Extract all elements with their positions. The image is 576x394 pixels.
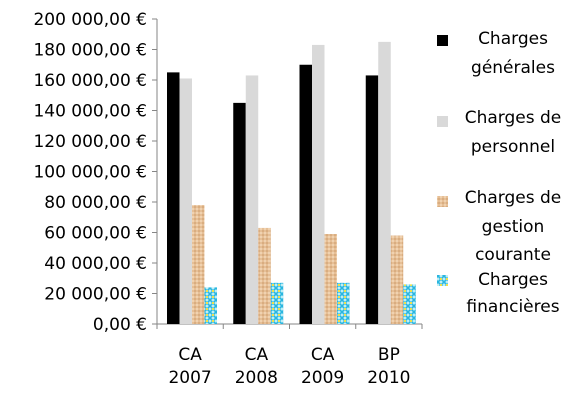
bar [167, 72, 180, 324]
legend-label: Charges [478, 270, 548, 290]
legend-label: gestion [482, 217, 545, 237]
y-tick-label: 40 000,00 € [44, 254, 147, 274]
bar [192, 205, 205, 324]
y-tick-label: 180 000,00 € [33, 41, 147, 61]
bar [204, 287, 217, 324]
legend-swatch [437, 116, 448, 127]
legend-label: Charges de [465, 108, 562, 128]
legend-label: Charges [478, 29, 548, 49]
x-category-label: CA [178, 345, 202, 365]
bars [167, 41, 416, 325]
legend-label: courante [475, 245, 551, 265]
x-category-label: 2008 [235, 368, 278, 388]
y-tick-label: 140 000,00 € [33, 102, 147, 122]
bar [245, 75, 259, 324]
bar [403, 284, 416, 324]
y-tick-label: 0,00 € [93, 315, 147, 335]
bar [337, 282, 350, 324]
bar [324, 234, 337, 324]
bar [233, 102, 246, 324]
legend-label: personnel [471, 137, 555, 157]
bar [270, 282, 284, 324]
x-category-label: CA [245, 345, 269, 365]
bar [258, 227, 271, 324]
x-category-label: BP [378, 345, 400, 365]
legend: Charges générales Charges de personnel Charg… [437, 29, 561, 317]
y-tick-label: 80 000,00 € [44, 193, 147, 213]
x-category-label: 2010 [367, 368, 410, 388]
y-tick-label: 100 000,00 € [33, 163, 147, 183]
legend-label: financières [466, 297, 559, 317]
x-category-label: 2009 [301, 368, 344, 388]
bar [390, 235, 404, 324]
legend-swatch [437, 196, 448, 207]
bar [312, 44, 325, 325]
x-category-label: 2007 [168, 368, 211, 388]
y-tick-label: 60 000,00 € [44, 224, 147, 244]
bar [179, 78, 192, 324]
bar [299, 64, 312, 324]
y-tick-label: 200 000,00 € [33, 10, 147, 30]
bar [378, 41, 391, 324]
bar [365, 75, 379, 324]
legend-swatch [437, 275, 448, 286]
x-category-labels: CA 2007 CA 2008 CA 2009 BP 2010 [168, 345, 410, 388]
y-tick-label: 160 000,00 € [33, 71, 147, 91]
legend-label: Charges de [465, 188, 562, 208]
legend-swatch [437, 35, 448, 46]
x-category-label: CA [311, 345, 335, 365]
y-tick-label: 120 000,00 € [33, 132, 147, 152]
y-tick-labels: 0,00 € 20 000,00 € 40 000,00 € 60 000,00 € 8… [33, 10, 147, 335]
y-tick-label: 20 000,00 € [44, 285, 147, 305]
legend-label: générales [471, 58, 555, 78]
